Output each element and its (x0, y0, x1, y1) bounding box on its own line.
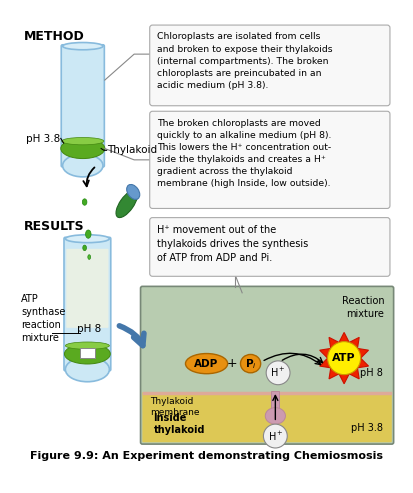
Polygon shape (320, 332, 368, 384)
Ellipse shape (88, 255, 90, 259)
Text: ADP: ADP (195, 358, 219, 369)
Ellipse shape (64, 344, 110, 364)
Text: RESULTS: RESULTS (24, 220, 85, 233)
Text: Thylakoid
membrane: Thylakoid membrane (150, 397, 199, 417)
Text: pH 8: pH 8 (77, 324, 101, 334)
Ellipse shape (240, 354, 261, 373)
Text: H⁺ movement out of the
thylakoids drives the synthesis
of ATP from ADP and Pi.: H⁺ movement out of the thylakoids drives… (157, 225, 309, 263)
Bar (271, 391, 280, 416)
FancyBboxPatch shape (150, 25, 390, 106)
Text: Figure 9.9: An Experiment demonstrating Chemiosmosis: Figure 9.9: An Experiment demonstrating … (30, 451, 383, 460)
Ellipse shape (116, 190, 138, 217)
FancyBboxPatch shape (150, 111, 390, 209)
Text: Thylakoid: Thylakoid (107, 145, 158, 155)
Circle shape (328, 342, 361, 375)
Ellipse shape (185, 353, 228, 374)
Text: pH 3.8: pH 3.8 (26, 134, 60, 144)
Bar (80, 349, 95, 357)
Ellipse shape (85, 230, 91, 238)
Circle shape (266, 361, 290, 385)
Ellipse shape (61, 139, 105, 159)
FancyBboxPatch shape (64, 237, 111, 371)
Circle shape (263, 424, 287, 448)
FancyBboxPatch shape (150, 217, 390, 276)
FancyBboxPatch shape (140, 286, 394, 444)
Text: Reaction
mixture: Reaction mixture (342, 296, 385, 319)
Text: pH 8: pH 8 (360, 368, 382, 378)
Ellipse shape (63, 42, 103, 50)
Ellipse shape (63, 154, 103, 177)
FancyBboxPatch shape (61, 45, 104, 167)
Ellipse shape (82, 199, 87, 205)
Text: Inside
thylakoid: Inside thylakoid (153, 413, 205, 435)
Ellipse shape (127, 184, 140, 199)
Ellipse shape (65, 235, 109, 243)
Ellipse shape (62, 138, 104, 145)
FancyBboxPatch shape (142, 392, 392, 442)
Ellipse shape (65, 357, 109, 382)
Ellipse shape (83, 245, 86, 250)
Text: ATP
synthase
reaction
mixture: ATP synthase reaction mixture (21, 294, 66, 343)
FancyBboxPatch shape (66, 249, 109, 328)
Text: METHOD: METHOD (24, 30, 85, 43)
Ellipse shape (265, 408, 285, 424)
Text: P$_i$: P$_i$ (245, 357, 256, 371)
Text: H$^+$: H$^+$ (268, 429, 283, 443)
Text: pH 3.8: pH 3.8 (351, 423, 382, 433)
Text: +: + (227, 357, 237, 370)
Text: Chloroplasts are isolated from cells
and broken to expose their thylakoids
(inte: Chloroplasts are isolated from cells and… (157, 33, 333, 90)
Text: The broken chloroplasts are moved
quickly to an alkaline medium (pH 8).
This low: The broken chloroplasts are moved quickl… (157, 119, 332, 188)
Text: H$^+$: H$^+$ (270, 366, 286, 379)
Text: ATP: ATP (332, 353, 356, 363)
Ellipse shape (65, 342, 109, 350)
